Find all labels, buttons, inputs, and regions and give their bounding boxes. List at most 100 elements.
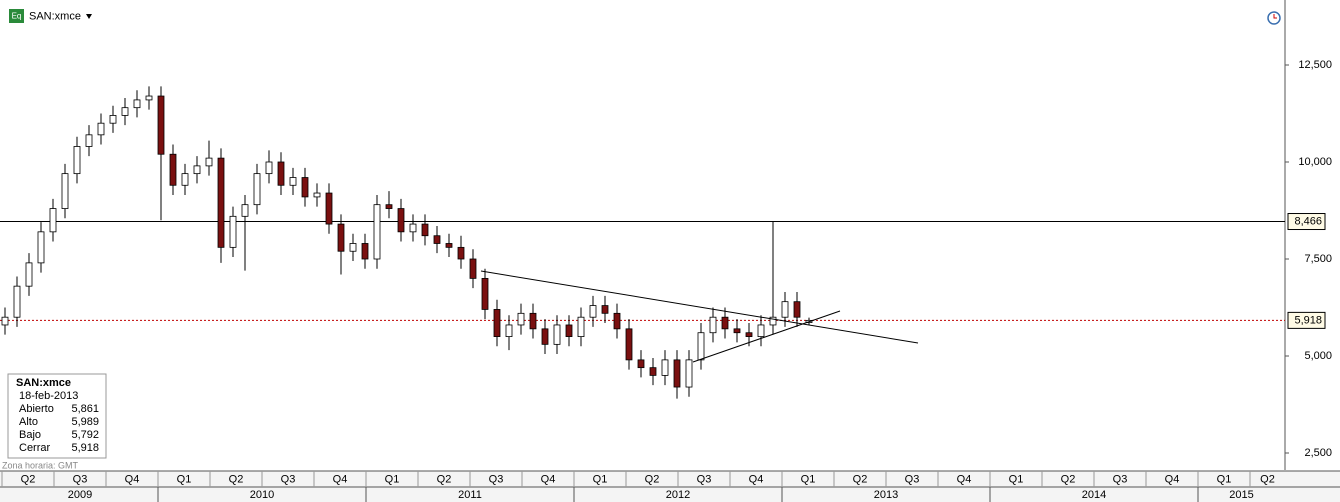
year-label: 2009 (68, 489, 92, 501)
candle-body (565, 324, 573, 338)
reference-label: 5,918 (1294, 314, 1322, 326)
candle-body (793, 301, 801, 318)
info-value: 5,792 (71, 429, 99, 441)
quarter-label: Q1 (1009, 473, 1024, 485)
quarter-label: Q1 (177, 473, 192, 485)
trend-line[interactable] (692, 310, 841, 363)
candle-body (49, 208, 57, 233)
candle-body (637, 359, 645, 369)
candle-body (277, 161, 285, 186)
quarter-label: Q3 (489, 473, 504, 485)
candle-body (241, 204, 249, 217)
year-label: 2011 (458, 489, 482, 501)
clock-hands (1273, 14, 1277, 19)
quarter-label: Q2 (645, 473, 660, 485)
candle-body (85, 134, 93, 147)
candle-body (253, 173, 261, 206)
quarter-label: Q1 (1217, 473, 1232, 485)
candle-body (145, 95, 153, 101)
candle-body (433, 235, 441, 244)
candle-body (349, 243, 357, 252)
info-label: Cerrar (19, 442, 51, 454)
candle-body (181, 173, 189, 186)
candle-body (553, 324, 561, 345)
candle-body (709, 316, 717, 334)
info-date: 18-feb-2013 (19, 390, 78, 402)
candle-body (121, 107, 129, 116)
candle-body (697, 332, 705, 361)
eq-icon-text: Eq (12, 12, 22, 21)
candle-body (541, 328, 549, 345)
year-label: 2013 (874, 489, 898, 501)
candle-body (133, 99, 141, 109)
candle-body (757, 324, 765, 338)
candle-body (193, 165, 201, 175)
reference-label-box (1287, 213, 1326, 231)
year-label: 2012 (666, 489, 690, 501)
timezone: Zona horaria: GMT (2, 460, 79, 470)
quarter-label: Q3 (281, 473, 296, 485)
candle-body (661, 359, 669, 376)
info-box: SAN:xmce 18-feb-2013 Abierto 5,861 Alto 5,9… (7, 373, 107, 459)
candle-body (25, 262, 33, 287)
y-tick-label: 12,500 (1298, 59, 1332, 71)
quarter-label: Q1 (801, 473, 816, 485)
y-tick-label: 5,000 (1304, 350, 1332, 362)
candle-body (601, 305, 609, 314)
candle-body (409, 223, 417, 233)
info-label: Abierto (19, 403, 54, 415)
security-name[interactable]: SAN:xmce (29, 10, 81, 22)
quarter-label: Q2 (1061, 473, 1076, 485)
candle-body (649, 367, 657, 376)
candle-body (385, 204, 393, 209)
candle-body (493, 309, 501, 338)
quarter-label: Q2 (853, 473, 868, 485)
candle-body (673, 359, 681, 388)
quarter-label: Q4 (749, 473, 764, 485)
candle-body (721, 316, 729, 330)
y-tick-label: 7,500 (1304, 253, 1332, 265)
info-value: 5,989 (71, 416, 99, 428)
candle-body (589, 305, 597, 318)
quarter-label: Q3 (905, 473, 920, 485)
candle-body (265, 161, 273, 175)
candle-body (229, 215, 237, 248)
quarter-label: Q4 (1165, 473, 1180, 485)
candle-body (469, 258, 477, 279)
dropdown-arrow[interactable] (86, 14, 92, 19)
eq-icon[interactable] (9, 9, 24, 23)
candle-body (73, 146, 81, 175)
candle-body (481, 277, 489, 310)
candle-body (205, 157, 213, 167)
info-value: 5,918 (71, 442, 99, 454)
candle-body (361, 243, 369, 260)
reference-label: 8,466 (1294, 215, 1322, 227)
info-title: SAN:xmce (16, 377, 71, 389)
candle-body (157, 95, 165, 155)
candle-body (313, 192, 321, 198)
trend-line[interactable] (480, 270, 919, 344)
candle-body (745, 332, 753, 338)
candle-body (781, 301, 789, 318)
quarter-label: Q4 (125, 473, 140, 485)
info-value: 5,861 (71, 403, 99, 415)
year-label: 2010 (250, 489, 274, 501)
candle-body (13, 285, 21, 318)
candle-body (61, 173, 69, 209)
quarter-label: Q4 (333, 473, 348, 485)
candle-body (445, 243, 453, 248)
trend-lines (480, 270, 919, 363)
candle-body (733, 328, 741, 334)
candle-body (301, 177, 309, 198)
header: Eq SAN:xmce (9, 9, 1281, 25)
y-tick-label: 2,500 (1304, 447, 1332, 459)
candle-body (769, 316, 777, 326)
candle-body (625, 328, 633, 361)
quarter-label: Q2 (229, 473, 244, 485)
candle-body (421, 223, 429, 237)
quarter-label: Q1 (385, 473, 400, 485)
info-box-frame (7, 373, 107, 459)
candle-body (337, 223, 345, 252)
quarter-label: Q4 (957, 473, 972, 485)
